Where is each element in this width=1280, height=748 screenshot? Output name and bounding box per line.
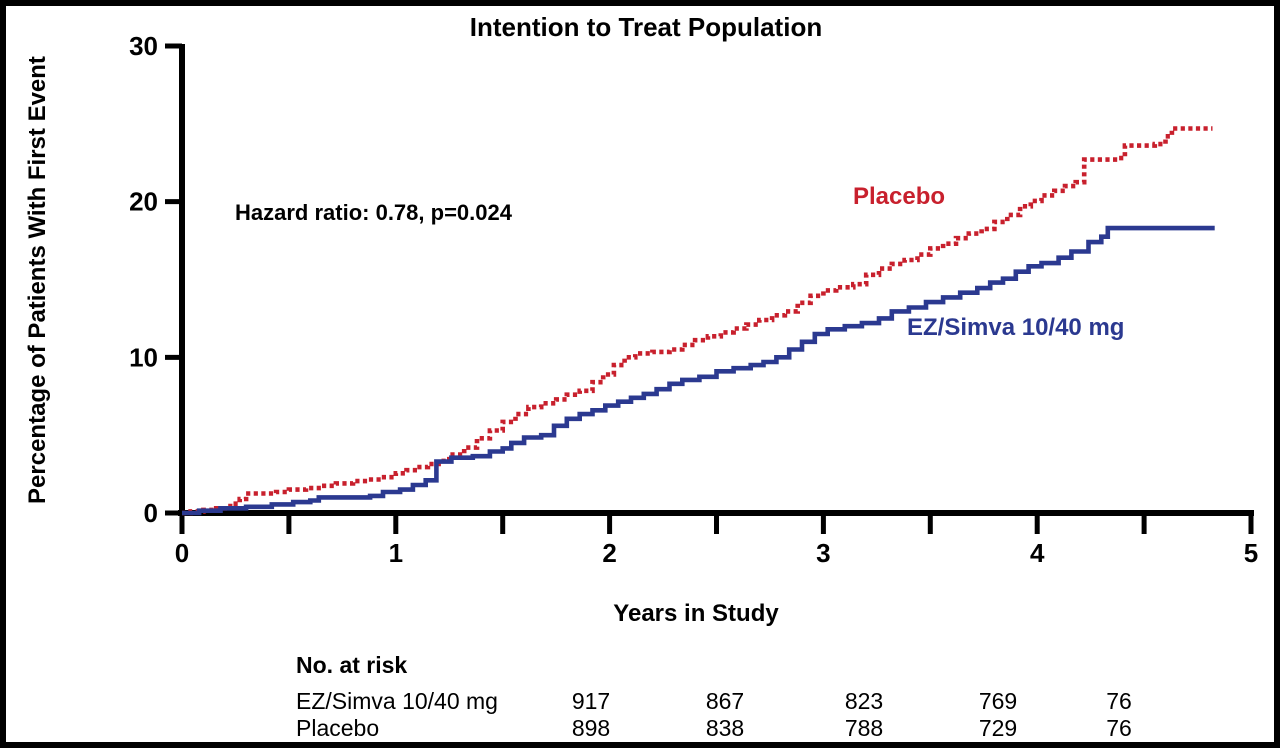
y-tick-label: 20 xyxy=(129,187,158,217)
risk-row-label-placebo: Placebo xyxy=(296,715,380,741)
risk-value: 76 xyxy=(1106,715,1132,741)
risk-value: 76 xyxy=(1106,688,1132,714)
risk-value: 729 xyxy=(978,715,1018,741)
x-tick-label: 5 xyxy=(1244,538,1258,568)
placebo-curve-label: Placebo xyxy=(853,183,946,210)
risk-table-header: No. at risk xyxy=(296,652,408,678)
x-tick-label: 0 xyxy=(175,538,189,568)
x-tick-label: 1 xyxy=(389,538,403,568)
risk-value: 769 xyxy=(978,688,1018,714)
y-tick-label: 30 xyxy=(129,31,158,61)
x-tick-label: 2 xyxy=(602,538,616,568)
risk-value: 788 xyxy=(844,715,884,741)
y-tick-label: 0 xyxy=(144,498,158,528)
risk-value: 838 xyxy=(705,715,745,741)
risk-value: 823 xyxy=(844,688,884,714)
ez-simva-curve-label: EZ/Simva 10/40 mg xyxy=(907,314,1125,341)
survival-plot: 0 1 2 3 4 5 0 10 20 30 xyxy=(129,31,1258,568)
x-tick-label: 4 xyxy=(1030,538,1045,568)
hazard-ratio-annotation: Hazard ratio: 0.78, p=0.024 xyxy=(235,200,512,225)
risk-value: 867 xyxy=(705,688,745,714)
x-axis-title: Years in Study xyxy=(613,600,779,627)
placebo-curve xyxy=(182,126,1213,516)
risk-value: 917 xyxy=(571,688,611,714)
chart-title: Intention to Treat Population xyxy=(469,12,823,42)
x-tick-label: 3 xyxy=(816,538,830,568)
risk-row-label-ez-simva: EZ/Simva 10/40 mg xyxy=(296,688,498,714)
risk-value: 898 xyxy=(571,715,611,741)
ez-simva-curve xyxy=(182,225,1215,516)
y-tick-label: 10 xyxy=(129,342,158,372)
